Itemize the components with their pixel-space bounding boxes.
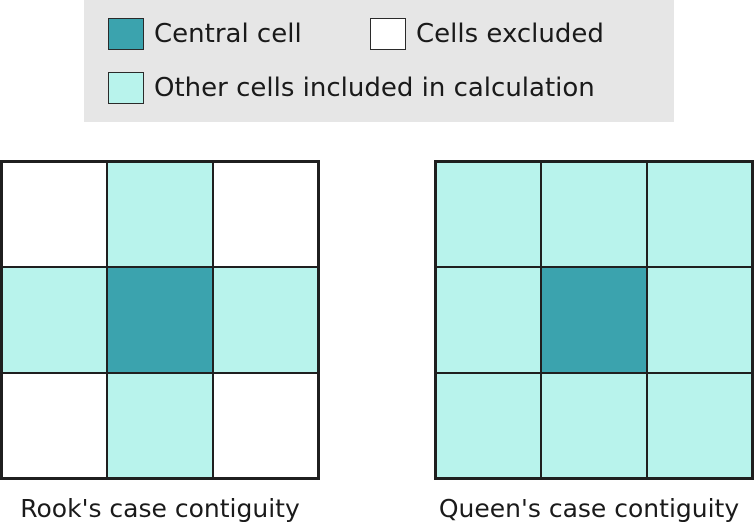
legend-item-included: Other cells included in calculation xyxy=(108,72,595,104)
rook-grid-cell-excluded xyxy=(2,162,108,268)
queen-grid-cell-included xyxy=(646,162,752,268)
queen-grid-cell-included xyxy=(436,267,542,373)
rook-grid-cell-excluded xyxy=(212,162,318,268)
rook-grid-cell-excluded xyxy=(2,372,108,478)
excluded-cell-swatch xyxy=(370,18,406,50)
rook-grid-cell-included xyxy=(107,162,213,268)
legend-item-excluded: Cells excluded xyxy=(370,18,604,50)
queen-grid-cell-included xyxy=(436,372,542,478)
excluded-cell-label: Cells excluded xyxy=(416,19,604,49)
rook-grid-cell-included xyxy=(212,267,318,373)
queen-caption: Queen's case contiguity xyxy=(438,494,740,523)
legend: Central cell Cells excluded Other cells … xyxy=(84,0,674,122)
queen-contiguity-grid xyxy=(434,160,754,480)
included-cell-label: Other cells included in calculation xyxy=(154,73,595,103)
included-cell-swatch xyxy=(108,72,144,104)
legend-item-central: Central cell xyxy=(108,18,302,50)
queen-grid-cell-included xyxy=(436,162,542,268)
rook-grid-cell-central xyxy=(107,267,213,373)
queen-grid-cell-included xyxy=(646,372,752,478)
rook-contiguity-grid xyxy=(0,160,320,480)
central-cell-swatch xyxy=(108,18,144,50)
queen-grid-cell-included xyxy=(646,267,752,373)
rook-caption: Rook's case contiguity xyxy=(20,494,300,523)
queen-grid-cell-included xyxy=(541,372,647,478)
rook-grid-cell-excluded xyxy=(212,372,318,478)
queen-grid-cell-included xyxy=(541,162,647,268)
queen-grid-cell-central xyxy=(541,267,647,373)
central-cell-label: Central cell xyxy=(154,19,302,49)
rook-grid-cell-included xyxy=(2,267,108,373)
rook-grid-cell-included xyxy=(107,372,213,478)
